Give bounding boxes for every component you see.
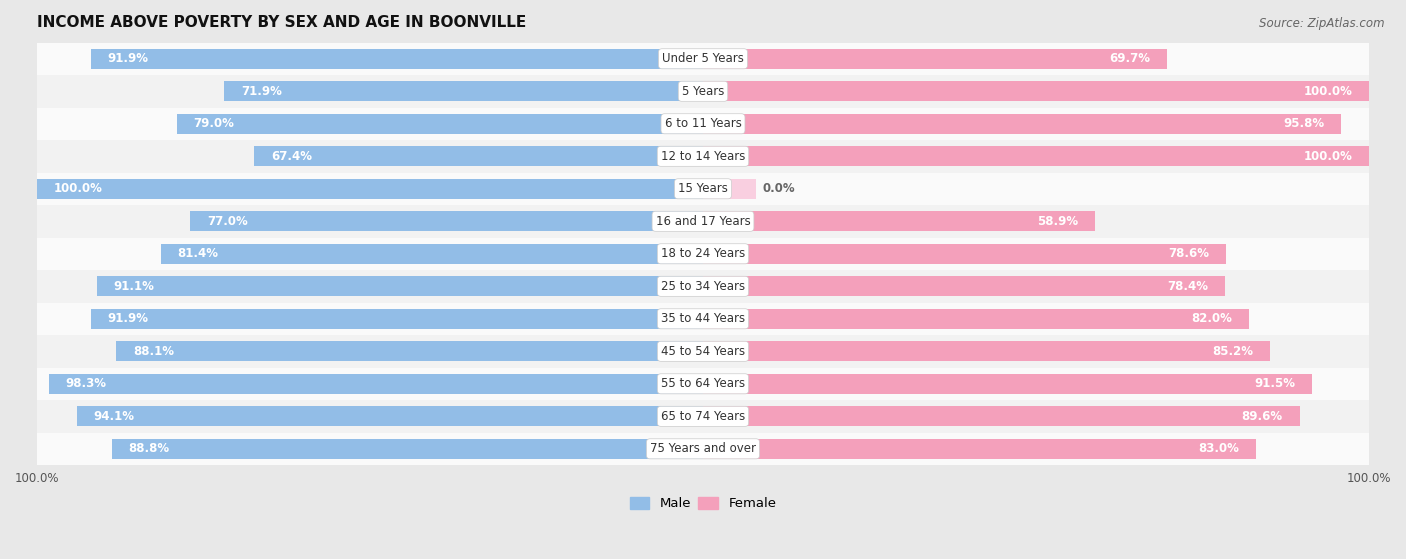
Bar — [37, 335, 1369, 368]
Text: 78.4%: 78.4% — [1167, 280, 1208, 293]
Text: 12 to 14 Years: 12 to 14 Years — [661, 150, 745, 163]
Bar — [37, 400, 1369, 433]
Text: 0.0%: 0.0% — [763, 182, 796, 195]
Text: 85.2%: 85.2% — [1212, 345, 1254, 358]
Text: 95.8%: 95.8% — [1284, 117, 1324, 130]
Text: 88.8%: 88.8% — [128, 442, 170, 456]
Text: 100.0%: 100.0% — [1303, 85, 1353, 98]
Bar — [703, 179, 756, 199]
Text: 91.9%: 91.9% — [108, 52, 149, 65]
Text: 55 to 64 Years: 55 to 64 Years — [661, 377, 745, 390]
Bar — [703, 374, 1312, 394]
Bar — [225, 81, 703, 101]
Bar — [37, 205, 1369, 238]
Text: 15 Years: 15 Years — [678, 182, 728, 195]
Text: 77.0%: 77.0% — [207, 215, 247, 228]
Bar — [703, 244, 1226, 264]
Text: Under 5 Years: Under 5 Years — [662, 52, 744, 65]
Text: 5 Years: 5 Years — [682, 85, 724, 98]
Bar — [37, 433, 1369, 465]
Bar — [703, 49, 1167, 69]
Bar — [37, 368, 1369, 400]
Bar — [703, 439, 1256, 459]
Bar — [49, 374, 703, 394]
Bar — [112, 439, 703, 459]
Text: 18 to 24 Years: 18 to 24 Years — [661, 247, 745, 260]
Bar — [37, 302, 1369, 335]
Bar — [76, 406, 703, 427]
Bar — [37, 238, 1369, 270]
Bar — [37, 140, 1369, 173]
Text: 45 to 54 Years: 45 to 54 Years — [661, 345, 745, 358]
Text: 91.9%: 91.9% — [108, 312, 149, 325]
Text: 16 and 17 Years: 16 and 17 Years — [655, 215, 751, 228]
Bar — [91, 309, 703, 329]
Text: 89.6%: 89.6% — [1241, 410, 1282, 423]
Legend: Male, Female: Male, Female — [624, 491, 782, 515]
Text: 81.4%: 81.4% — [177, 247, 219, 260]
Bar — [177, 113, 703, 134]
Text: 98.3%: 98.3% — [65, 377, 107, 390]
Bar — [703, 211, 1095, 231]
Text: 79.0%: 79.0% — [194, 117, 235, 130]
Bar — [91, 49, 703, 69]
Text: 94.1%: 94.1% — [93, 410, 134, 423]
Bar — [37, 173, 1369, 205]
Text: 6 to 11 Years: 6 to 11 Years — [665, 117, 741, 130]
Text: 82.0%: 82.0% — [1191, 312, 1232, 325]
Text: 91.5%: 91.5% — [1254, 377, 1295, 390]
Bar — [703, 113, 1341, 134]
Text: 100.0%: 100.0% — [53, 182, 103, 195]
Text: INCOME ABOVE POVERTY BY SEX AND AGE IN BOONVILLE: INCOME ABOVE POVERTY BY SEX AND AGE IN B… — [37, 15, 526, 30]
Bar — [703, 309, 1249, 329]
Bar — [37, 179, 703, 199]
Bar — [190, 211, 703, 231]
Bar — [162, 244, 703, 264]
Text: Source: ZipAtlas.com: Source: ZipAtlas.com — [1260, 17, 1385, 30]
Text: 65 to 74 Years: 65 to 74 Years — [661, 410, 745, 423]
Bar — [703, 146, 1369, 167]
Text: 35 to 44 Years: 35 to 44 Years — [661, 312, 745, 325]
Text: 100.0%: 100.0% — [1303, 150, 1353, 163]
Bar — [37, 42, 1369, 75]
Text: 58.9%: 58.9% — [1038, 215, 1078, 228]
Text: 91.1%: 91.1% — [112, 280, 155, 293]
Text: 88.1%: 88.1% — [134, 345, 174, 358]
Bar — [703, 81, 1369, 101]
Bar — [703, 406, 1299, 427]
Text: 67.4%: 67.4% — [271, 150, 312, 163]
Text: 75 Years and over: 75 Years and over — [650, 442, 756, 456]
Text: 25 to 34 Years: 25 to 34 Years — [661, 280, 745, 293]
Bar — [37, 107, 1369, 140]
Text: 69.7%: 69.7% — [1109, 52, 1150, 65]
Bar — [37, 270, 1369, 302]
Bar — [97, 276, 703, 296]
Text: 78.6%: 78.6% — [1168, 247, 1209, 260]
Bar — [703, 276, 1225, 296]
Bar — [117, 341, 703, 361]
Text: 71.9%: 71.9% — [240, 85, 281, 98]
Bar — [37, 75, 1369, 107]
Bar — [703, 341, 1270, 361]
Bar — [254, 146, 703, 167]
Text: 83.0%: 83.0% — [1198, 442, 1239, 456]
